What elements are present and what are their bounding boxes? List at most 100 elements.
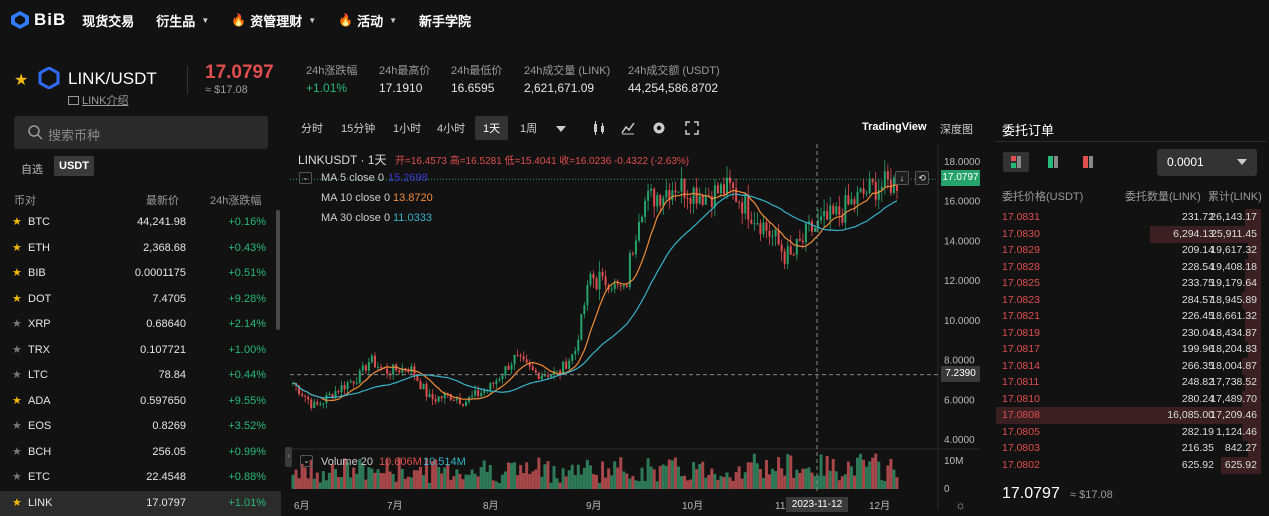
candle-body — [525, 359, 528, 363]
ask-row[interactable]: 17.0814 266.35 18,004.87 — [996, 357, 1261, 375]
favorite-star-icon[interactable]: ★ — [12, 267, 22, 279]
candle-body — [604, 276, 607, 286]
col-header-price[interactable]: 最新价 — [146, 195, 179, 207]
nav-item[interactable]: 现货交易 — [82, 11, 134, 30]
nav-item[interactable]: 衍生品 ▼ — [156, 11, 209, 30]
market-row[interactable]: ★ ADA 0.597650 +9.55% — [0, 389, 281, 414]
market-row[interactable]: ★ TRX 0.107721 +1.00% — [0, 338, 281, 363]
interval-dropdown-icon[interactable] — [556, 125, 566, 133]
collapse-legend-icon[interactable]: ⌄ — [299, 172, 312, 184]
volume-bar — [670, 460, 674, 489]
ask-row[interactable]: 17.0831 231.72 26,143.17 — [996, 209, 1261, 226]
candle-body — [398, 370, 401, 373]
nav-item-label: 新手学院 — [419, 13, 472, 29]
market-row[interactable]: ★ LINK 17.0797 +1.01% — [0, 490, 281, 516]
ask-row[interactable]: 17.0808 16,085.00 17,209.46 — [996, 407, 1261, 424]
favorite-star-icon[interactable]: ★ — [12, 394, 22, 407]
volume-bar — [488, 464, 492, 489]
sidebar-toggle-icon[interactable]: › — [285, 447, 292, 467]
favorite-star-icon[interactable]: ★ — [12, 292, 22, 305]
scrollbar[interactable] — [276, 210, 280, 330]
nav-item[interactable]: 新手学院 — [419, 11, 471, 30]
favorite-star-icon[interactable]: ★ — [12, 343, 22, 356]
tab-usdt[interactable]: USDT — [54, 156, 94, 176]
price-chart[interactable]: 18.0000 16.0000 14.0000 12.0000 10.0000 8.000… — [290, 144, 980, 510]
market-row[interactable]: ★ DOT 7.4705 +9.28% — [0, 287, 281, 312]
favorite-star-icon[interactable]: ★ — [12, 369, 22, 381]
tab-favorites[interactable]: 自选 — [21, 164, 43, 176]
market-row[interactable]: ★ BTC 44,241.98 +0.16% — [0, 210, 281, 235]
ask-row[interactable]: 17.0825 233.75 19,179.64 — [996, 275, 1261, 292]
ask-row[interactable]: 17.0802 625.92 625.92 — [996, 456, 1261, 474]
volume-bar — [506, 462, 510, 489]
favorite-star-icon[interactable]: ★ — [12, 471, 22, 483]
favorite-star-icon[interactable]: ★ — [12, 318, 22, 330]
interval-tab[interactable]: 1周 — [520, 123, 538, 135]
volume-bar — [722, 477, 726, 489]
ask-row[interactable]: 17.0830 6,294.13 25,911.45 — [996, 225, 1261, 243]
favorite-star-icon[interactable]: ★ — [12, 420, 22, 432]
interval-tab[interactable]: 分时 — [301, 123, 323, 135]
market-row-change: +0.88% — [228, 471, 266, 483]
market-row[interactable]: ★ XRP 0.68640 +2.14% — [0, 312, 281, 337]
favorite-star-icon[interactable]: ★ — [12, 216, 22, 228]
reset-scale-icon[interactable]: ⟲ — [915, 171, 929, 185]
market-row[interactable]: ★ ETC 22.4548 +0.88% — [0, 465, 281, 490]
candle-body — [455, 398, 458, 401]
logo[interactable]: BiB — [10, 10, 66, 30]
book-bids-icon[interactable] — [1040, 152, 1066, 172]
volume-bar — [431, 460, 435, 489]
ask-row[interactable]: 17.0803 216.35 842.27 — [996, 440, 1261, 457]
collapse-volume-icon[interactable]: ⌄ — [300, 455, 313, 467]
candle-type-icon[interactable] — [592, 121, 606, 135]
nav-item[interactable]: 🔥 活动 ▼ — [338, 11, 397, 30]
volume-bar — [576, 464, 580, 489]
book-asks-icon[interactable] — [1075, 152, 1101, 172]
ask-row[interactable]: 17.0810 280.24 17,489.70 — [996, 390, 1261, 408]
interval-tab[interactable]: 1天 — [475, 116, 509, 140]
favorite-star-icon[interactable]: ★ — [12, 496, 22, 509]
favorite-star-icon[interactable]: ★ — [12, 445, 22, 458]
fullscreen-icon[interactable] — [685, 121, 699, 135]
volume-bar — [440, 473, 444, 489]
chart-settings-icon[interactable]: ☼ — [955, 498, 966, 512]
ask-row[interactable]: 17.0821 226.45 18,661.32 — [996, 308, 1261, 325]
market-row[interactable]: ★ EOS 0.8269 +3.52% — [0, 414, 281, 439]
ask-row[interactable]: 17.0819 230.04 18,434.87 — [996, 324, 1261, 342]
market-row[interactable]: ★ BCH 256.05 +0.99% — [0, 440, 281, 465]
interval-tab[interactable]: 4小时 — [437, 123, 466, 135]
col-header-pair[interactable]: 币对 — [14, 195, 36, 207]
tab-tradingview[interactable]: TradingView — [862, 121, 927, 133]
favorite-star-icon[interactable]: ★ — [12, 241, 22, 254]
scroll-down-icon[interactable]: ↓ — [895, 171, 909, 185]
nav-item[interactable]: 🔥 资管理财 ▼ — [231, 11, 316, 30]
candle-body — [735, 188, 738, 202]
market-row[interactable]: ★ LTC 78.84 +0.44% — [0, 363, 281, 388]
book-both-icon[interactable] — [1003, 152, 1029, 172]
settings-gear-icon[interactable] — [652, 121, 666, 135]
ask-row[interactable]: 17.0805 282.19 1,124.46 — [996, 423, 1261, 441]
pair-intro-link[interactable]: LINK介绍 — [68, 92, 128, 108]
volume-bar — [880, 479, 884, 489]
col-header-change[interactable]: 24h涨跌幅 — [210, 195, 262, 207]
price-tick-label: 18.0000 — [944, 157, 980, 168]
ask-row[interactable]: 17.0828 228.54 19,408.18 — [996, 258, 1261, 276]
interval-tab[interactable]: 1小时 — [393, 123, 422, 135]
volume-bar — [640, 467, 644, 489]
ask-row[interactable]: 17.0829 209.14 19,617.32 — [996, 242, 1261, 259]
ask-row[interactable]: 17.0823 284.57 18,945.89 — [996, 291, 1261, 309]
search-input[interactable] — [14, 116, 268, 149]
candle-body — [625, 285, 628, 288]
favorite-star-icon[interactable]: ★ — [14, 72, 29, 89]
market-row[interactable]: ★ BIB 0.0001175 +0.51% — [0, 261, 281, 286]
stat-value: 2,621,671.09 — [524, 81, 595, 95]
indicators-icon[interactable] — [621, 121, 635, 135]
tab-depth-chart[interactable]: 深度图 — [940, 124, 973, 136]
volume-bar — [610, 475, 614, 489]
precision-select[interactable]: 0.0001 — [1157, 149, 1257, 176]
ask-row[interactable]: 17.0811 248.82 17,738.52 — [996, 374, 1261, 391]
ask-row[interactable]: 17.0817 199.96 18,204.83 — [996, 341, 1261, 358]
interval-tab[interactable]: 15分钟 — [341, 123, 376, 135]
market-row[interactable]: ★ ETH 2,368.68 +0.43% — [0, 236, 281, 261]
candle-body — [747, 194, 750, 220]
